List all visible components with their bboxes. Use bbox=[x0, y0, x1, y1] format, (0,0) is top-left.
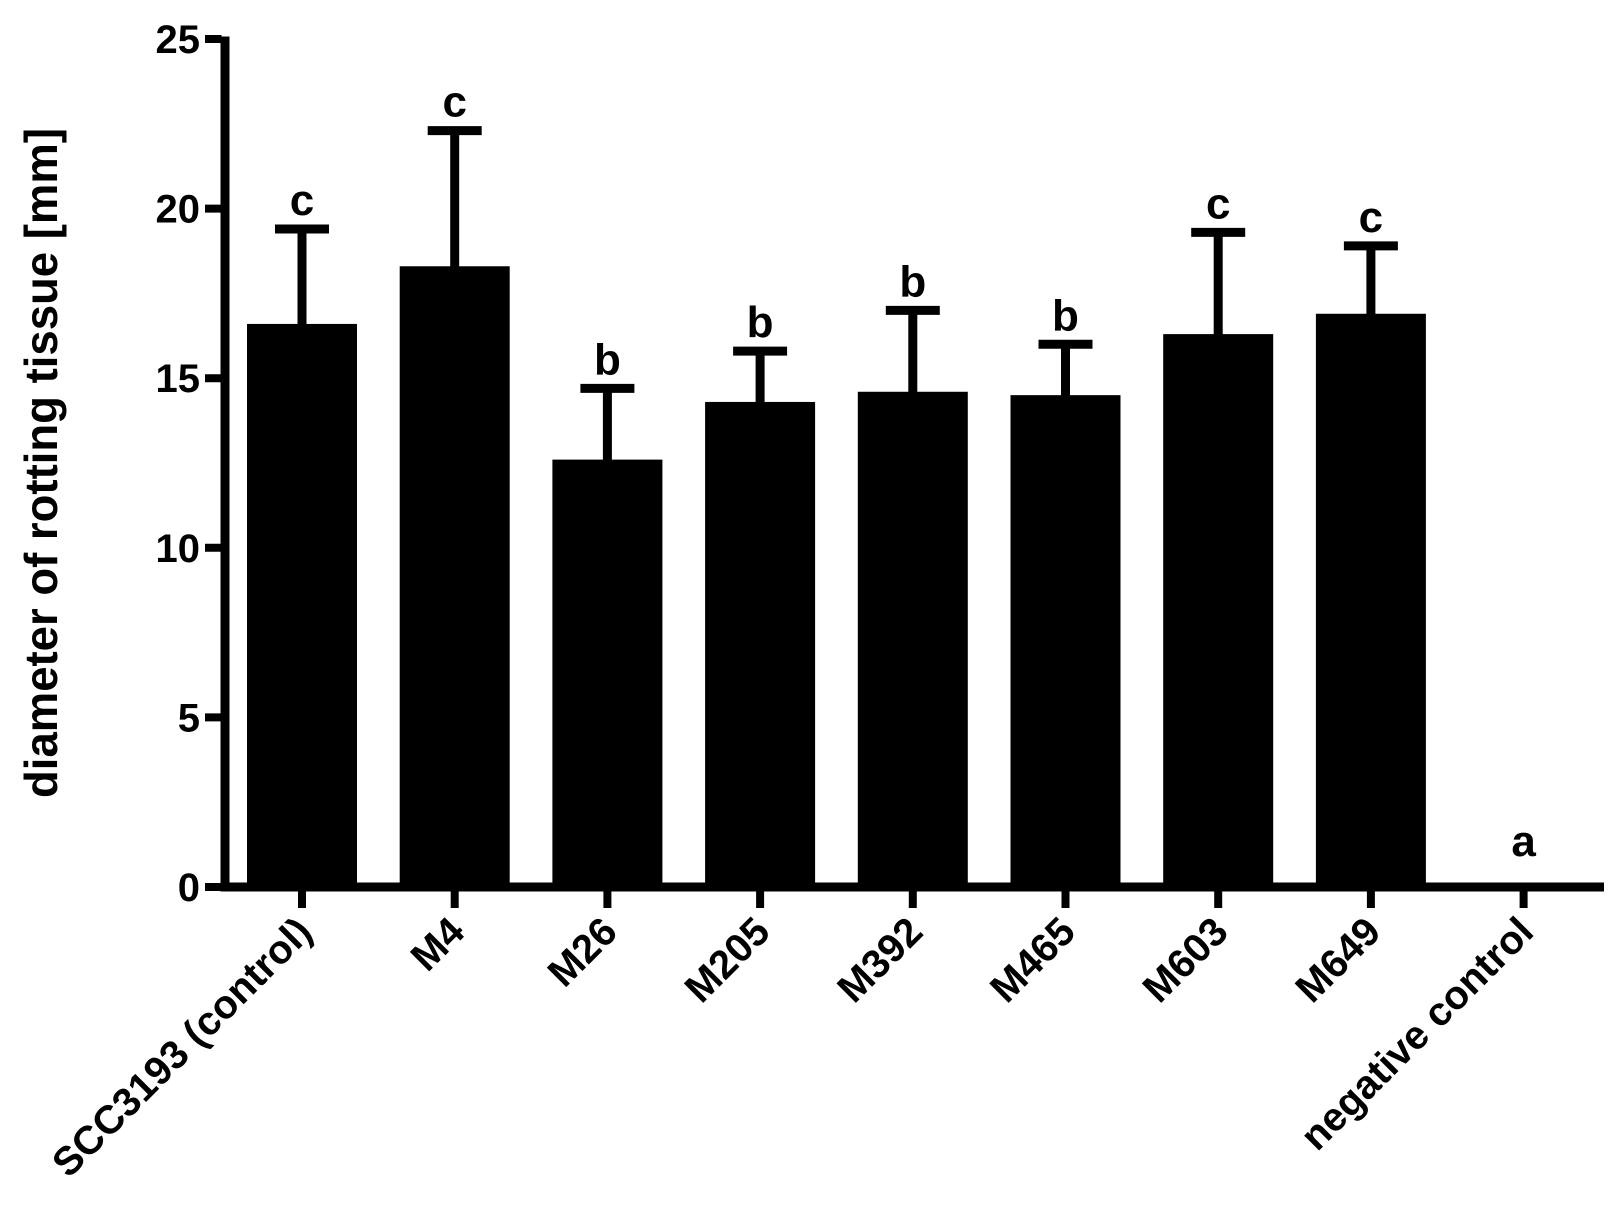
significance-letter: b bbox=[1052, 291, 1079, 340]
significance-letter: c bbox=[290, 176, 314, 225]
x-tick-label: M649 bbox=[1287, 909, 1389, 1011]
x-tick-label: M26 bbox=[540, 909, 626, 995]
x-tick-label: M4 bbox=[403, 909, 474, 980]
y-tick-label: 0 bbox=[178, 866, 200, 910]
bar bbox=[399, 266, 510, 892]
x-tick-label: M603 bbox=[1135, 909, 1237, 1011]
significance-letter: c bbox=[1206, 179, 1230, 228]
significance-letter: b bbox=[747, 298, 774, 347]
significance-letter: b bbox=[594, 335, 621, 384]
bar bbox=[247, 323, 357, 892]
significance-letter: c bbox=[1359, 193, 1383, 242]
x-tick-label: M205 bbox=[677, 909, 779, 1011]
bar bbox=[1163, 334, 1274, 892]
bar bbox=[705, 401, 816, 892]
x-tick-label: M392 bbox=[829, 909, 931, 1011]
y-tick-label: 15 bbox=[156, 357, 201, 401]
bar bbox=[1315, 313, 1426, 892]
bar bbox=[857, 391, 968, 892]
y-tick-label: 5 bbox=[178, 696, 200, 740]
x-tick-label: SCC3193 (control) bbox=[44, 909, 320, 1185]
x-tick-label: M465 bbox=[982, 909, 1084, 1011]
y-tick-label: 10 bbox=[156, 527, 201, 571]
y-tick-label: 25 bbox=[156, 18, 201, 62]
significance-letter: a bbox=[1511, 817, 1536, 866]
significance-letter: c bbox=[442, 78, 466, 127]
significance-letter: b bbox=[899, 257, 926, 306]
bar bbox=[552, 459, 663, 892]
y-tick-label: 20 bbox=[156, 188, 201, 232]
y-axis-title: diameter of rotting tissue [mm] bbox=[15, 128, 67, 798]
bar bbox=[1010, 395, 1121, 892]
